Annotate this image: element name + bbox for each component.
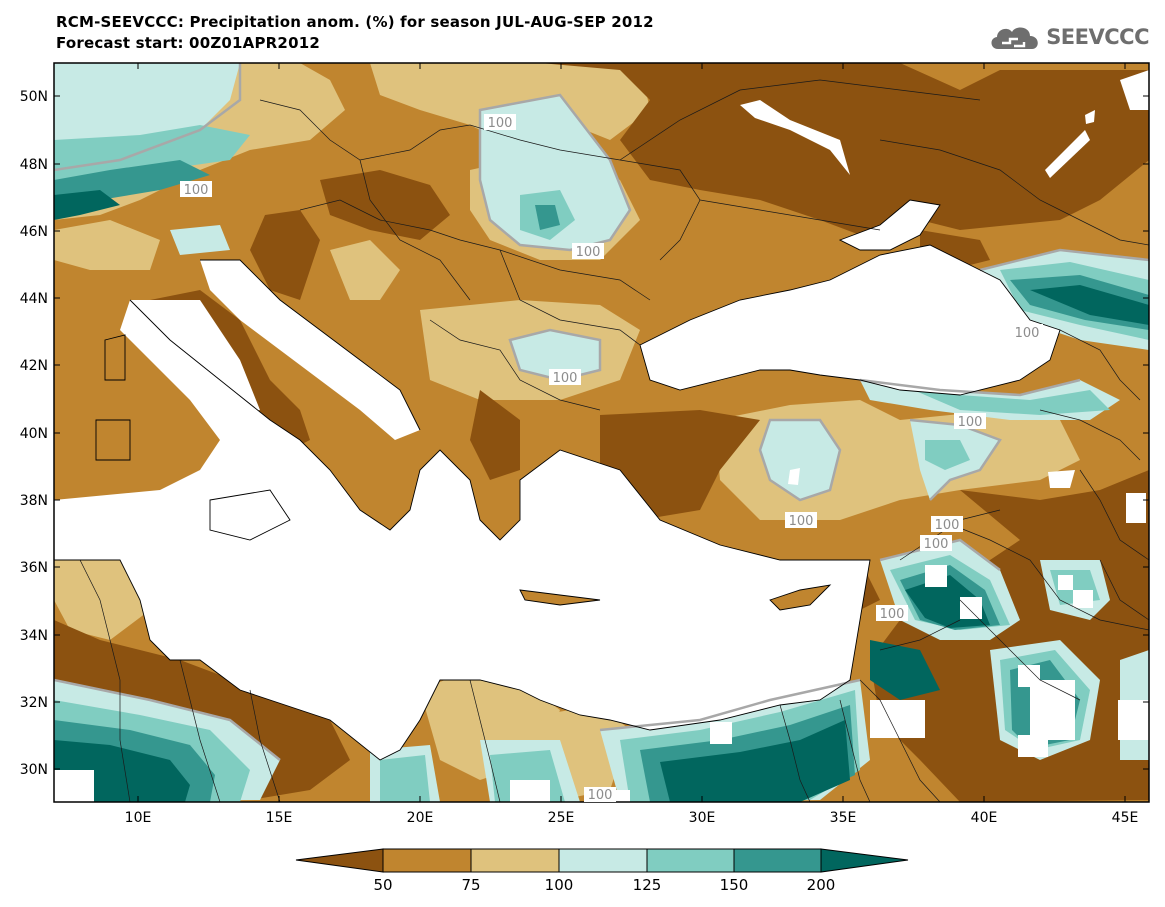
- country-borders: [54, 79, 1149, 802]
- latitude-labels: 50N 48N 46N 44N 42N 40N 38N 36N 34N 32N …: [20, 89, 48, 778]
- colorbar-box: [382, 848, 472, 873]
- lat-label-42n: 42N: [20, 358, 48, 374]
- lon-label-35e: 35E: [830, 810, 857, 826]
- anomaly-above-200-regions: [54, 190, 1149, 802]
- longitude-labels: 10E 15E 20E 25E 30E 35E 40E 45E: [125, 810, 1139, 826]
- lon-label-10e: 10E: [125, 810, 152, 826]
- svg-text:100: 100: [1015, 326, 1040, 341]
- colorbar-label: 100: [545, 876, 574, 894]
- lat-label-46n: 46N: [20, 224, 48, 240]
- contour-label: 100: [954, 413, 986, 430]
- lat-label-30n: 30N: [20, 762, 48, 778]
- svg-text:100: 100: [576, 245, 601, 260]
- lon-label-20e: 20E: [407, 810, 434, 826]
- svg-text:100: 100: [184, 183, 209, 198]
- lat-label-38n: 38N: [20, 493, 48, 509]
- contour-label: 100: [876, 605, 908, 622]
- seevccc-logo: SEEVCCC: [988, 22, 1149, 52]
- forecast-start-subtitle: Forecast start: 00Z01APR2012: [56, 34, 320, 52]
- svg-text:100: 100: [935, 518, 960, 533]
- lat-label-36n: 36N: [20, 560, 48, 576]
- longitude-ticks: [137, 63, 1126, 802]
- cloud-icon: [991, 27, 1038, 49]
- lon-label-25e: 25E: [548, 810, 575, 826]
- colorbar: 50 75 100 125 150 200: [295, 848, 909, 894]
- contour-label: 100: [920, 535, 952, 552]
- latitude-ticks: [54, 95, 1149, 770]
- lat-label-40n: 40N: [20, 426, 48, 442]
- map-field: [54, 63, 1149, 802]
- lat-label-34n: 34N: [20, 628, 48, 644]
- svg-text:100: 100: [789, 514, 814, 529]
- contour-labels: 100 100 100 100 100 100 100 100 100 100 …: [180, 114, 1043, 803]
- colorbar-box: [558, 848, 648, 873]
- contour-label: 100: [785, 512, 817, 529]
- lat-label-44n: 44N: [20, 291, 48, 307]
- contour-label: 100: [584, 787, 616, 803]
- lon-label-40e: 40E: [971, 810, 998, 826]
- colorbar-label: 200: [807, 876, 836, 894]
- lon-label-30e: 30E: [689, 810, 716, 826]
- colorbar-box: [470, 848, 560, 873]
- svg-text:100: 100: [880, 607, 905, 622]
- svg-text:100: 100: [924, 537, 949, 552]
- contour-100-lines: [54, 63, 1149, 761]
- contour-label: 100: [1011, 324, 1043, 341]
- colorbar-label: 125: [633, 876, 662, 894]
- lat-label-48n: 48N: [20, 157, 48, 173]
- sea-areas: [54, 70, 1149, 802]
- contour-label: 100: [484, 114, 516, 131]
- svg-text:100: 100: [488, 116, 513, 131]
- colorbar-box: [733, 848, 822, 873]
- lat-label-32n: 32N: [20, 695, 48, 711]
- map-title: RCM-SEEVCCC: Precipitation anom. (%) for…: [56, 13, 654, 31]
- lon-label-15e: 15E: [266, 810, 293, 826]
- contour-label: 100: [572, 243, 604, 260]
- lon-label-45e: 45E: [1112, 810, 1139, 826]
- svg-text:100: 100: [553, 371, 578, 386]
- colorbar-right-triangle: [820, 848, 909, 873]
- svg-text:100: 100: [958, 415, 983, 430]
- colorbar-left-triangle: [295, 848, 384, 873]
- coastlines: [54, 199, 1061, 761]
- colorbar-label: 150: [720, 876, 749, 894]
- colorbar-box: [646, 848, 735, 873]
- logo-text: SEEVCCC: [1046, 25, 1149, 49]
- colorbar-label: 75: [461, 876, 480, 894]
- contour-label: 100: [549, 369, 581, 386]
- contour-label: 100: [931, 516, 963, 533]
- contour-label: 100: [180, 181, 212, 198]
- lat-label-50n: 50N: [20, 89, 48, 105]
- colorbar-label: 50: [373, 876, 392, 894]
- svg-text:100: 100: [588, 788, 613, 803]
